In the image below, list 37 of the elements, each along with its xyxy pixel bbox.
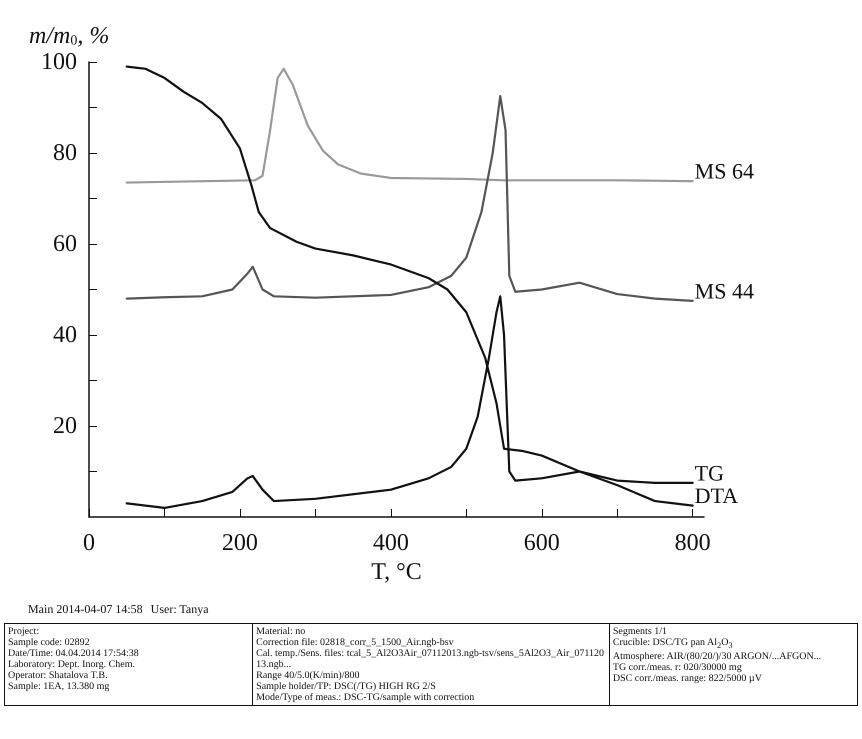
text: Correction file: 02818_corr_5_1500_Air.ngb-bsv [256,637,455,648]
text: Main 2014-04-07 14:58 [28,602,143,616]
text: Range 40/5.0(K/min)/800 [256,670,360,681]
x-tick-label: 800 [674,530,711,556]
line-series [126,68,694,184]
y-tick-label: 40 [53,322,77,348]
y-tick-label: 60 [53,231,77,257]
text: Laboratory: Dept. Inorg. Chem. [8,659,136,670]
text: Project: [8,626,40,637]
x-axis-title: T, °C [371,558,422,585]
text: Cal. temp./Sens. files: tcal_5_Al2O3Air_07112013.ngb-tsv/sens_5Al2O3_Air_07112013.ngb... [256,648,605,670]
text: Segments 1/1 [612,626,668,637]
y-tick-label: 20 [53,413,77,439]
y-axis-title: m/m0, % [29,23,110,49]
x-tick-label: 200 [222,530,258,556]
series-label: MS 64 [694,158,754,184]
text: Mode/Type of meas.: DSC-TG/sample with correction [256,692,476,703]
text: Atmosphere: AIR/(80/20/)/30 ARGON/...AFGON... [612,651,822,662]
text: DSC corr./meas. range: 822/5000 µV [612,673,763,684]
y-tick-label: 80 [53,140,77,166]
text: Sample holder/TP: DSC(/TG) HIGH RG 2/S [256,681,437,692]
y-tick-label: 100 [41,49,77,75]
text: Sample code: 02892 [8,637,91,648]
series-label: DTA [694,483,738,508]
series-label: TG [694,460,724,486]
series-label: MS 44 [694,278,754,304]
x-tick-label: 600 [524,530,560,556]
text: Material: no [256,626,306,637]
x-tick-label: 400 [372,530,409,556]
text: Sample: 1EA, 13.380 mg [8,681,110,692]
text: TG corr./meas. r: 020/30000 mg [612,662,743,673]
text: Crucible: DSC/TG pan Al$_{2}$O$_{3}$ [612,637,734,651]
line-series [126,95,694,302]
x-tick-label: 0 [83,530,95,556]
text: User: Tanya [150,602,209,616]
text: Date/Time: 04.04.2014 17:54:38 [8,648,140,659]
text: Operator: Shatalova T.B. [8,670,109,681]
